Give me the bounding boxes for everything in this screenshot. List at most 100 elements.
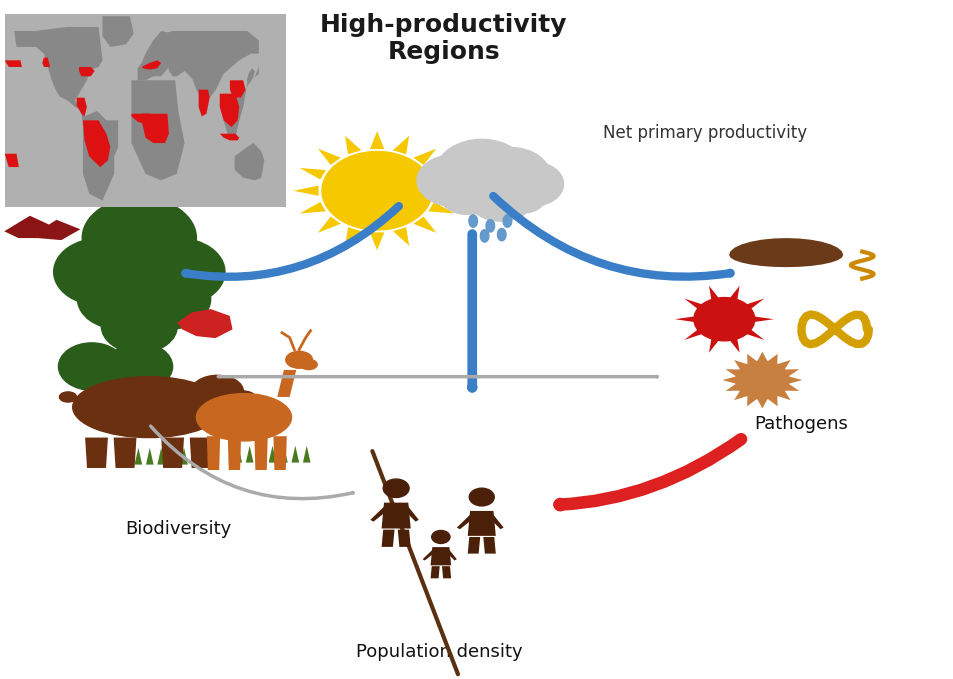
Polygon shape [219,94,239,127]
Polygon shape [14,27,102,116]
Polygon shape [777,360,790,369]
Circle shape [383,479,409,498]
Polygon shape [247,69,254,84]
Polygon shape [5,60,22,67]
Polygon shape [766,354,777,365]
Text: High-productivity
Regions: High-productivity Regions [319,13,567,65]
Polygon shape [132,113,150,124]
Polygon shape [483,537,496,553]
Polygon shape [393,227,409,246]
Polygon shape [441,566,451,579]
Polygon shape [370,131,384,149]
Ellipse shape [485,220,494,232]
Polygon shape [85,437,108,468]
Circle shape [53,238,149,306]
Ellipse shape [503,215,511,225]
Polygon shape [102,16,133,47]
Polygon shape [783,369,799,376]
Polygon shape [207,436,220,470]
Polygon shape [728,337,739,352]
Polygon shape [422,550,435,560]
Polygon shape [203,447,211,464]
Polygon shape [370,232,384,251]
Polygon shape [303,445,311,462]
Polygon shape [489,515,503,529]
Polygon shape [413,149,436,165]
Polygon shape [165,31,258,138]
Polygon shape [746,396,757,406]
Polygon shape [787,376,801,384]
Polygon shape [246,445,253,462]
Ellipse shape [300,359,316,369]
Polygon shape [79,67,94,76]
Polygon shape [228,436,241,470]
Polygon shape [734,390,747,400]
Polygon shape [428,168,454,179]
Polygon shape [292,445,299,462]
Polygon shape [683,329,703,340]
Circle shape [82,198,196,278]
Polygon shape [161,437,184,468]
Polygon shape [42,58,51,67]
Polygon shape [370,507,388,521]
Ellipse shape [228,391,256,406]
Polygon shape [5,14,286,207]
Polygon shape [294,185,318,196]
Text: Net primary productivity: Net primary productivity [602,124,806,143]
Polygon shape [413,217,436,233]
Circle shape [77,268,163,329]
Circle shape [416,155,489,206]
Ellipse shape [59,392,76,402]
Ellipse shape [479,230,488,242]
Polygon shape [230,80,245,98]
Polygon shape [234,143,264,181]
Polygon shape [428,202,454,213]
Circle shape [470,147,550,204]
Polygon shape [277,370,296,397]
Circle shape [101,299,177,353]
Polygon shape [746,354,757,365]
Ellipse shape [480,230,488,240]
Polygon shape [113,437,136,468]
Polygon shape [708,286,719,301]
Polygon shape [137,31,172,80]
Polygon shape [280,445,288,462]
Polygon shape [254,436,268,470]
Polygon shape [783,384,799,391]
Polygon shape [157,447,165,464]
Polygon shape [381,502,411,528]
Polygon shape [708,337,719,352]
Polygon shape [269,445,276,462]
Polygon shape [141,60,161,70]
Polygon shape [198,90,210,116]
Text: Biodiversity: Biodiversity [125,520,231,538]
Circle shape [735,361,788,399]
Polygon shape [134,447,142,464]
Polygon shape [467,511,496,536]
Circle shape [693,297,754,341]
Ellipse shape [72,377,225,437]
Circle shape [125,268,211,329]
Ellipse shape [502,215,511,227]
Circle shape [58,343,125,390]
Polygon shape [757,352,767,361]
Polygon shape [299,168,326,179]
Polygon shape [728,286,739,301]
Polygon shape [180,447,188,464]
Polygon shape [132,80,184,181]
Polygon shape [274,436,287,470]
Circle shape [436,139,527,204]
Polygon shape [674,316,696,323]
Polygon shape [299,202,326,213]
Ellipse shape [196,394,292,441]
Ellipse shape [497,229,505,241]
Polygon shape [393,136,409,154]
Polygon shape [430,566,439,579]
Polygon shape [5,153,19,167]
Polygon shape [436,185,460,196]
Polygon shape [752,316,773,323]
Polygon shape [141,113,169,143]
Ellipse shape [191,375,243,408]
Polygon shape [766,396,777,406]
Circle shape [469,488,494,506]
